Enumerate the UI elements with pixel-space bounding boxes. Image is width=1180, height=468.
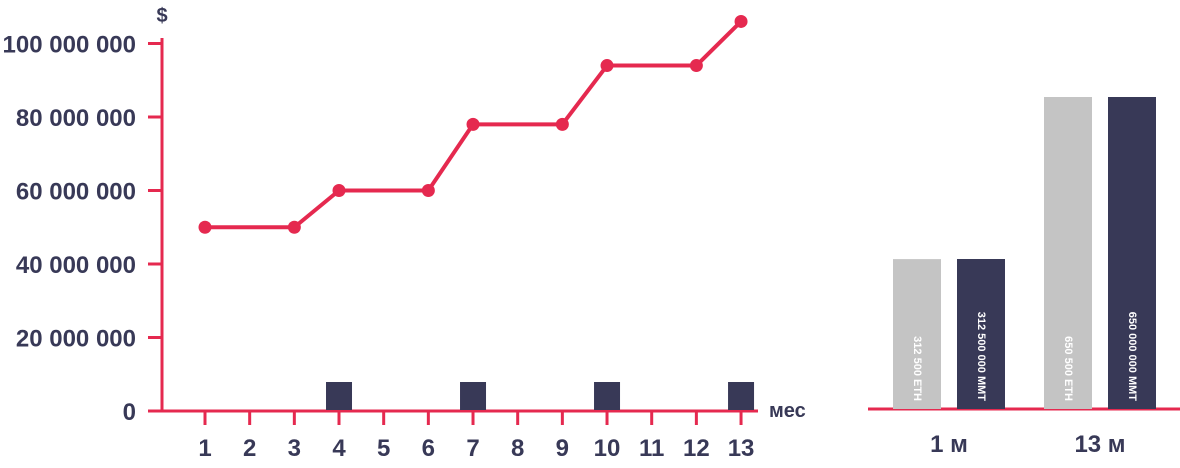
data-point [421, 184, 435, 197]
x-tick-label: 10 [594, 435, 621, 462]
series-points [198, 14, 748, 234]
y-tick-label: 60 000 000 [16, 179, 136, 206]
data-point [600, 59, 614, 73]
x-tick-label: 3 [288, 435, 301, 462]
x-tick-label: 1 [198, 435, 211, 462]
event-markers [326, 382, 755, 410]
x-tick-label: 2 [243, 435, 256, 462]
bar [957, 259, 1005, 409]
event-marker [594, 382, 621, 410]
data-point [287, 220, 301, 234]
y-tick-label: 100 000 000 [3, 32, 136, 59]
bar-categories: 1 м 13 м [930, 431, 1125, 458]
bar [893, 259, 941, 409]
data-point [734, 14, 748, 28]
bar-value-label: 312 500 000 MMT [975, 312, 987, 402]
y-axis-unit-label: $ [156, 5, 167, 27]
y-tick-label: 40 000 000 [16, 252, 136, 279]
y-tick-label: 80 000 000 [16, 105, 136, 132]
event-marker [460, 382, 487, 410]
bar [1044, 97, 1092, 409]
x-tick-label: 13 [728, 435, 755, 462]
line-chart: $ мес 0 20 000 000 40 000 000 60 000 000 80 … [3, 5, 806, 462]
x-ticks: 1 2 3 4 5 6 7 8 9 10 11 12 13 [198, 411, 754, 462]
x-tick-label: 9 [556, 435, 569, 462]
bar-value-label: 312 500 ETH [911, 336, 923, 401]
x-tick-label: 6 [422, 435, 435, 462]
bar-value-label: 650 500 ETH [1062, 336, 1074, 401]
x-tick-label: 12 [683, 435, 710, 462]
data-point [198, 220, 212, 234]
x-axis-unit-label: мес [769, 400, 806, 422]
data-point [466, 117, 480, 131]
y-ticks: 0 20 000 000 40 000 000 60 000 000 80 000 00… [3, 32, 162, 426]
y-tick-label: 0 [123, 399, 136, 426]
bar [1108, 97, 1156, 409]
bar-category-label: 1 м [930, 431, 968, 458]
x-tick-label: 4 [332, 435, 346, 462]
bar-category-label: 13 м [1074, 431, 1125, 458]
x-tick-label: 11 [639, 435, 664, 462]
x-tick-label: 7 [466, 435, 479, 462]
y-tick-label: 20 000 000 [16, 326, 136, 353]
event-marker [326, 382, 353, 410]
x-tick-label: 5 [377, 435, 390, 462]
x-tick-label: 8 [511, 435, 524, 462]
bar-chart: 312 500 ETH 312 500 000 MMT 650 500 ETH 650… [868, 97, 1180, 458]
data-point [332, 184, 346, 197]
event-marker [728, 382, 755, 410]
data-point [555, 117, 569, 131]
bars: 312 500 ETH 312 500 000 MMT 650 500 ETH 650… [893, 97, 1156, 409]
bar-value-label: 650 000 000 MMT [1126, 312, 1138, 402]
data-point [689, 59, 703, 73]
